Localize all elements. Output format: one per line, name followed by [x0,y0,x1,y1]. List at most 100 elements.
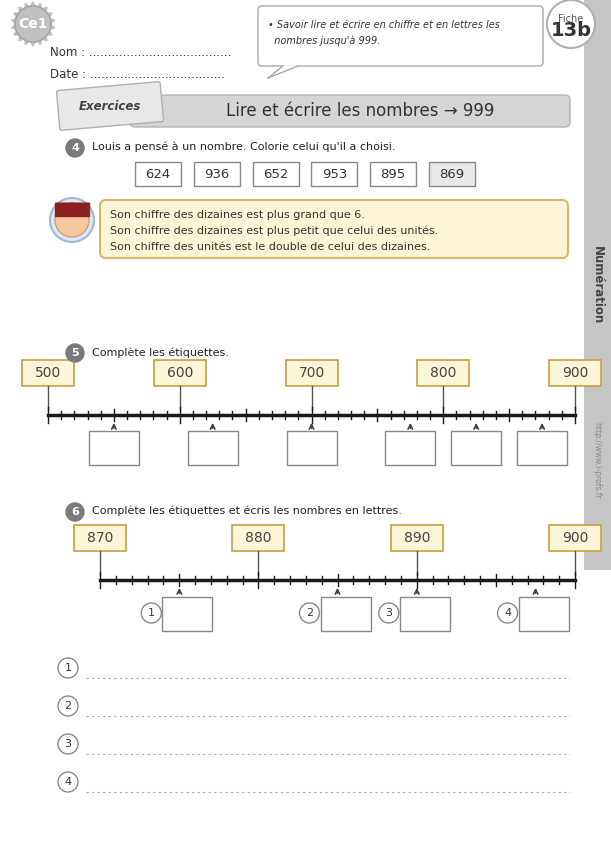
Text: Son chiffre des dizaines est plus petit que celui des unités.: Son chiffre des dizaines est plus petit … [110,226,438,237]
Text: 900: 900 [562,531,588,545]
Text: Nom : ......................................: Nom : ..................................… [50,46,232,59]
Circle shape [141,603,161,623]
Text: 953: 953 [322,167,347,180]
Text: • Savoir lire et écrire en chiffre et en lettres les: • Savoir lire et écrire en chiffre et en… [268,20,500,30]
Text: 2: 2 [306,608,313,618]
Text: 624: 624 [145,167,170,180]
Circle shape [547,0,595,48]
Bar [417,360,469,386]
Bar [386,431,435,465]
Text: Louis a pensé à un nombre. Colorie celui qu'il a choisi.: Louis a pensé à un nombre. Colorie celui… [92,142,395,153]
Text: Complète les étiquettes et écris les nombres en lettres.: Complète les étiquettes et écris les nom… [92,506,402,517]
Text: Son chiffre des dizaines est plus grand que 6.: Son chiffre des dizaines est plus grand … [110,210,365,220]
Bar [154,360,206,386]
Text: 3: 3 [386,608,392,618]
Text: http://www.i-profs.fr: http://www.i-profs.fr [593,421,601,499]
Bar [391,525,443,551]
Circle shape [50,198,94,242]
Text: 3: 3 [65,739,71,749]
Text: 700: 700 [298,366,324,380]
Text: 900: 900 [562,366,588,380]
Polygon shape [19,7,24,13]
FancyBboxPatch shape [57,81,163,130]
FancyBboxPatch shape [100,200,568,258]
Text: 4: 4 [504,608,511,618]
Polygon shape [36,3,42,10]
Bar [163,597,213,631]
Text: Exercices: Exercices [79,100,141,113]
Text: 652: 652 [263,167,288,180]
Text: 4: 4 [71,143,79,153]
FancyBboxPatch shape [258,6,543,66]
Text: 6: 6 [71,507,79,517]
Text: 4: 4 [64,777,71,787]
Circle shape [58,696,78,716]
Bar [312,162,357,186]
Circle shape [66,344,84,362]
Bar [549,360,601,386]
Circle shape [66,503,84,521]
Polygon shape [46,29,52,35]
Polygon shape [42,7,47,13]
Text: Son chiffre des unités est le double de celui des dizaines.: Son chiffre des unités est le double de … [110,242,430,252]
Text: 890: 890 [404,531,430,545]
Polygon shape [30,2,36,7]
Text: 2: 2 [64,701,71,711]
Bar [370,162,416,186]
FancyBboxPatch shape [130,95,570,127]
Text: 5: 5 [71,348,79,358]
Text: 869: 869 [439,167,464,180]
Bar [584,0,611,570]
Text: 800: 800 [430,366,456,380]
Bar [451,431,501,465]
Circle shape [66,139,84,157]
Text: 1: 1 [148,608,155,618]
Text: 13b: 13b [551,22,591,41]
Bar [517,431,567,465]
Polygon shape [46,13,52,18]
Bar [287,431,337,465]
Text: 895: 895 [381,167,406,180]
Text: 936: 936 [204,167,229,180]
Bar [252,162,299,186]
Bar [321,597,370,631]
Bar [400,597,450,631]
Polygon shape [19,35,24,41]
Bar [285,360,337,386]
Polygon shape [14,13,20,18]
Bar [74,525,126,551]
Polygon shape [36,39,42,45]
Text: Fiche: Fiche [558,14,584,24]
Polygon shape [49,24,54,29]
Bar [194,162,240,186]
Text: 880: 880 [245,531,271,545]
Circle shape [55,203,89,237]
Text: 600: 600 [167,366,193,380]
Polygon shape [12,18,17,24]
Text: Lire et écrire les nombres → 999: Lire et écrire les nombres → 999 [226,102,494,120]
Circle shape [58,772,78,792]
Polygon shape [30,41,36,46]
Circle shape [497,603,518,623]
Circle shape [299,603,320,623]
Text: Complète les étiquettes.: Complète les étiquettes. [92,347,229,357]
Polygon shape [14,29,20,35]
Circle shape [58,658,78,678]
Text: nombres jusqu'à 999.: nombres jusqu'à 999. [268,36,381,47]
Polygon shape [12,24,17,29]
Bar [135,162,181,186]
Bar [549,525,601,551]
Text: Date : ....................................: Date : .................................… [50,68,225,81]
Polygon shape [268,66,298,78]
Polygon shape [49,18,54,24]
Text: Ce1: Ce1 [18,17,48,31]
Polygon shape [24,39,30,45]
Circle shape [15,6,51,42]
Circle shape [58,734,78,754]
Polygon shape [42,35,47,41]
Text: 1: 1 [65,663,71,673]
Circle shape [379,603,399,623]
Bar [429,162,475,186]
Text: 500: 500 [35,366,61,380]
Polygon shape [24,3,30,10]
